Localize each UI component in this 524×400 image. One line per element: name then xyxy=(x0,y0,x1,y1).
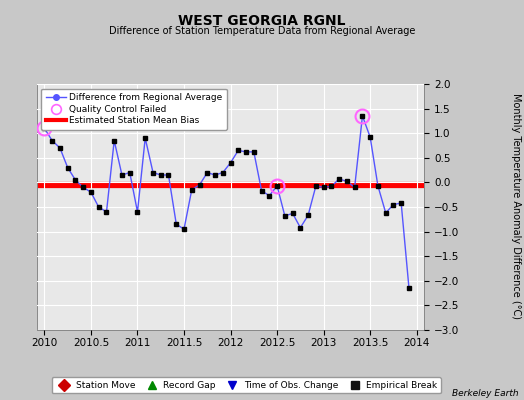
Text: Monthly Temperature Anomaly Difference (°C): Monthly Temperature Anomaly Difference (… xyxy=(511,93,521,319)
Text: Berkeley Earth: Berkeley Earth xyxy=(452,389,519,398)
Legend: Station Move, Record Gap, Time of Obs. Change, Empirical Break: Station Move, Record Gap, Time of Obs. C… xyxy=(51,377,441,394)
Text: Difference of Station Temperature Data from Regional Average: Difference of Station Temperature Data f… xyxy=(109,26,415,36)
Legend: Difference from Regional Average, Quality Control Failed, Estimated Station Mean: Difference from Regional Average, Qualit… xyxy=(41,88,227,130)
Text: WEST GEORGIA RGNL: WEST GEORGIA RGNL xyxy=(178,14,346,28)
